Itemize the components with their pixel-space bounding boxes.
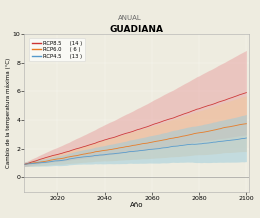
Legend: RCP8.5     (14 ), RCP6.0     ( 6 ), RCP4.5     (13 ): RCP8.5 (14 ), RCP6.0 ( 6 ), RCP4.5 (13 )	[29, 38, 85, 61]
Title: GUADIANA: GUADIANA	[109, 25, 164, 34]
Y-axis label: Cambio de la temperatura máxima (°C): Cambio de la temperatura máxima (°C)	[5, 58, 11, 168]
Text: ANUAL: ANUAL	[118, 15, 142, 21]
X-axis label: Año: Año	[130, 202, 143, 208]
